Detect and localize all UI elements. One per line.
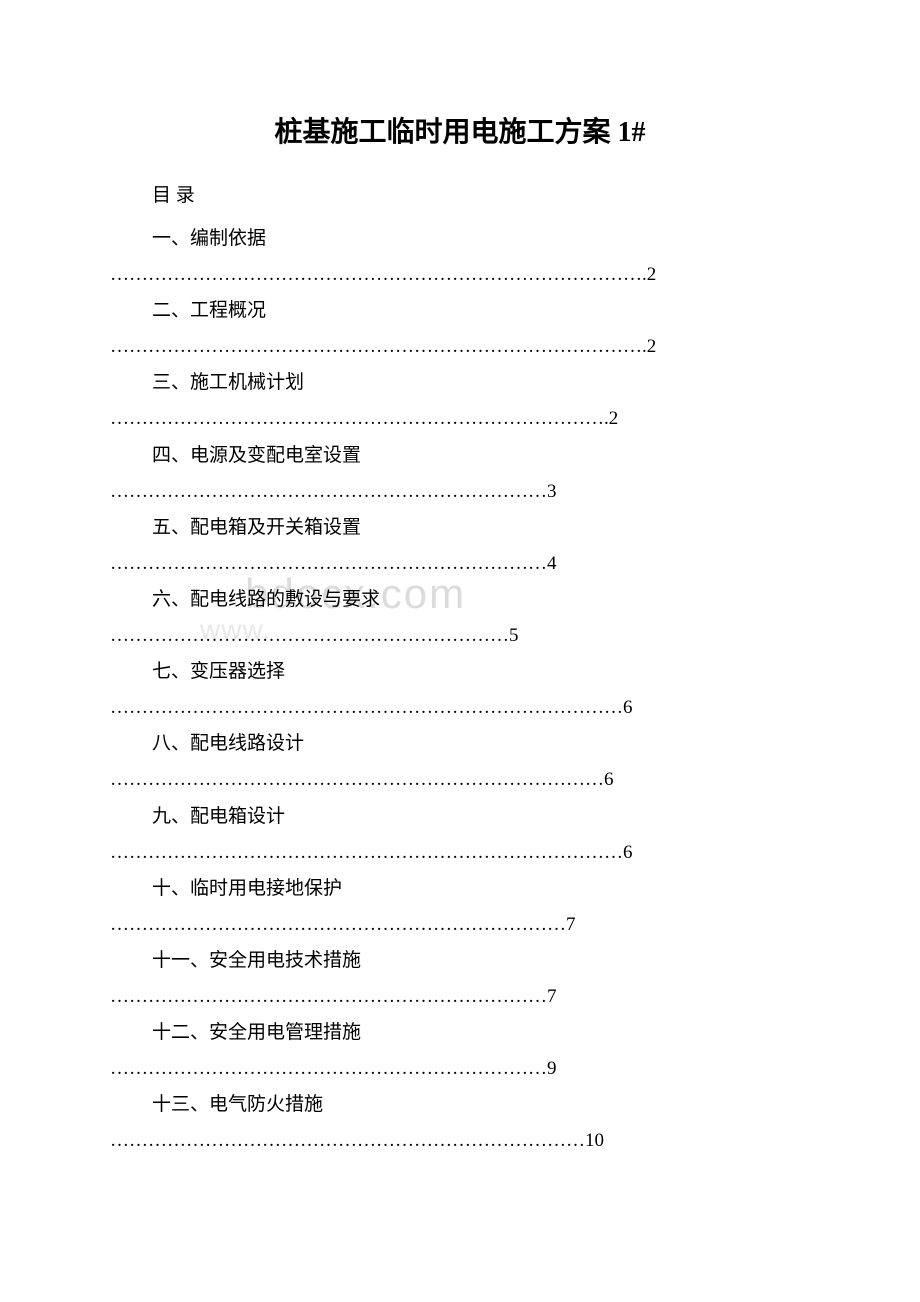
- toc-label: 四、电源及变配电室设置: [110, 438, 810, 474]
- toc-item: 十二、安全用电管理措施 ……………………………………………………………9: [110, 1015, 810, 1087]
- toc-item: 一、编制依据 ………………………………………………………………………….2: [110, 221, 810, 293]
- toc-item: 九、配电箱设计 ………………………………………………………………………6: [110, 799, 810, 871]
- toc-label: 六、配电线路的敷设与要求: [110, 582, 810, 618]
- toc-label: 八、配电线路设计: [110, 726, 810, 762]
- toc-label: 十三、电气防火措施: [110, 1087, 810, 1123]
- toc-label: 二、工程概况: [110, 293, 810, 329]
- toc-item: 十、临时用电接地保护 ………………………………………………………………7: [110, 871, 810, 943]
- toc-item: 四、电源及变配电室设置 ……………………………………………………………3: [110, 438, 810, 510]
- toc-dots: ………………………………………………………………7: [110, 907, 810, 943]
- toc-item: 八、配电线路设计 ……………………………………………………………………6: [110, 726, 810, 798]
- toc-dots: ……………………………………………………………………6: [110, 762, 810, 798]
- toc-dots: ……………………………………………………………4: [110, 546, 810, 582]
- toc-item: 七、变压器选择 ………………………………………………………………………6: [110, 654, 810, 726]
- toc-dots: ………………………………………………………………………….2: [110, 329, 810, 365]
- toc-label: 十、临时用电接地保护: [110, 871, 810, 907]
- toc-dots: ……………………………………………………………9: [110, 1051, 810, 1087]
- content-area: 桩基施工临时用电施工方案 1# 目 录 一、编制依据 ……………………………………: [110, 110, 810, 1159]
- toc-dots: …………………………………………………………………….2: [110, 401, 810, 437]
- page-container: 桩基施工临时用电施工方案 1# 目 录 一、编制依据 ……………………………………: [0, 0, 920, 1219]
- toc-label: 一、编制依据: [110, 221, 810, 257]
- toc-dots: ……………………………………………………………3: [110, 474, 810, 510]
- toc-dots: ………………………………………………………………………6: [110, 690, 810, 726]
- toc-dots: ………………………………………………………………………….2: [110, 257, 810, 293]
- toc-label: 十二、安全用电管理措施: [110, 1015, 810, 1051]
- toc-item: 六、配电线路的敷设与要求 ………………………………………………………5: [110, 582, 810, 654]
- toc-item: 二、工程概况 ………………………………………………………………………….2: [110, 293, 810, 365]
- toc-item: 十一、安全用电技术措施 ……………………………………………………………7: [110, 943, 810, 1015]
- toc-dots: ………………………………………………………………………6: [110, 835, 810, 871]
- toc-dots: ……………………………………………………………7: [110, 979, 810, 1015]
- toc-label: 十一、安全用电技术措施: [110, 943, 810, 979]
- toc-dots: ………………………………………………………5: [110, 618, 810, 654]
- toc-label: 九、配电箱设计: [110, 799, 810, 835]
- toc-item: 十三、电气防火措施 …………………………………………………………………10: [110, 1087, 810, 1159]
- document-title: 桩基施工临时用电施工方案 1#: [110, 110, 810, 150]
- toc-dots: …………………………………………………………………10: [110, 1123, 810, 1159]
- toc-label: 五、配电箱及开关箱设置: [110, 510, 810, 546]
- toc-label: 七、变压器选择: [110, 654, 810, 690]
- toc-item: 五、配电箱及开关箱设置 ……………………………………………………………4: [110, 510, 810, 582]
- toc-header: 目 录: [110, 180, 810, 207]
- toc-item: 三、施工机械计划 …………………………………………………………………….2: [110, 365, 810, 437]
- toc-label: 三、施工机械计划: [110, 365, 810, 401]
